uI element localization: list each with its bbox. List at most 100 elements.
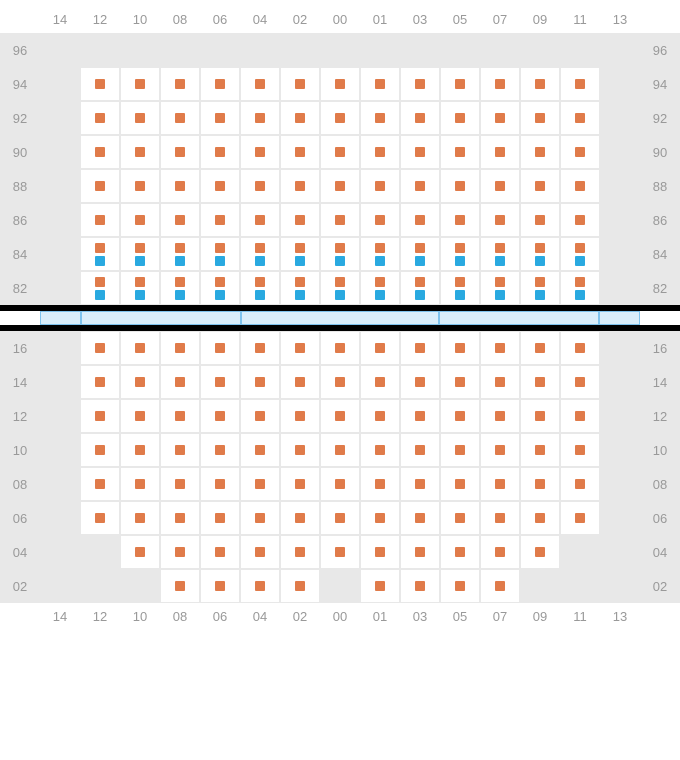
seat-cell <box>160 365 200 399</box>
seat-cell <box>120 535 160 569</box>
seat-cell <box>120 433 160 467</box>
seat-marker <box>335 377 345 387</box>
seat-cell <box>480 467 520 501</box>
seat-marker <box>455 343 465 353</box>
seat-marker <box>375 377 385 387</box>
seat-marker <box>295 215 305 225</box>
seat-cell <box>560 67 600 101</box>
seat-marker <box>255 290 265 300</box>
seat-marker <box>495 479 505 489</box>
seat-cell <box>80 433 120 467</box>
column-label: 12 <box>80 609 120 624</box>
seat-cell <box>200 33 240 67</box>
seat-cell <box>120 135 160 169</box>
seat-cell <box>40 365 80 399</box>
seat-cell <box>360 203 400 237</box>
seat-marker <box>575 147 585 157</box>
seat-marker <box>535 445 545 455</box>
seat-marker <box>255 215 265 225</box>
seat-cell <box>600 331 640 365</box>
seat-marker <box>95 513 105 523</box>
seat-cell <box>160 501 200 535</box>
seat-cell <box>520 237 560 271</box>
seat-cell <box>160 33 200 67</box>
seat-marker <box>215 113 225 123</box>
seat-cell <box>480 501 520 535</box>
seat-cell <box>480 237 520 271</box>
seat-cell <box>560 237 600 271</box>
seat-cell <box>400 33 440 67</box>
seat-marker <box>95 113 105 123</box>
seat-cell <box>40 169 80 203</box>
seat-marker <box>495 256 505 266</box>
column-label: 02 <box>280 609 320 624</box>
seat-cell <box>520 67 560 101</box>
seat-marker <box>575 343 585 353</box>
seat-cell <box>40 271 80 305</box>
seat-marker <box>295 79 305 89</box>
seat-cell <box>360 33 400 67</box>
seat-marker <box>175 243 185 253</box>
seat-cell <box>280 331 320 365</box>
seat-marker <box>495 343 505 353</box>
seat-cell <box>560 467 600 501</box>
seat-cell <box>80 271 120 305</box>
seat-cell <box>80 101 120 135</box>
seat-cell <box>560 365 600 399</box>
seat-marker <box>375 411 385 421</box>
column-label: 00 <box>320 12 360 27</box>
column-label: 11 <box>560 609 600 624</box>
row-cells <box>40 501 640 535</box>
seat-cell <box>560 433 600 467</box>
seat-marker <box>95 147 105 157</box>
seat-marker <box>175 547 185 557</box>
row-label-left: 90 <box>0 135 40 169</box>
seat-cell <box>280 501 320 535</box>
seat-cell <box>360 67 400 101</box>
seat-marker <box>295 113 305 123</box>
column-label: 06 <box>200 609 240 624</box>
seat-cell <box>520 467 560 501</box>
seat-cell <box>200 169 240 203</box>
row-cells <box>40 33 640 67</box>
seat-cell <box>400 569 440 603</box>
seat-marker <box>535 547 545 557</box>
seat-cell <box>320 365 360 399</box>
seat-cell <box>600 271 640 305</box>
column-label: 10 <box>120 609 160 624</box>
seat-marker <box>295 411 305 421</box>
seat-marker <box>535 181 545 191</box>
seat-cell <box>120 399 160 433</box>
seat-cell <box>600 203 640 237</box>
seat-cell <box>560 399 600 433</box>
row-label-left: 08 <box>0 467 40 501</box>
row-label-right: 96 <box>640 33 680 67</box>
seat-marker <box>375 215 385 225</box>
seat-cell <box>200 569 240 603</box>
row-label-left: 94 <box>0 67 40 101</box>
seat-marker <box>135 243 145 253</box>
seat-marker <box>335 256 345 266</box>
row-label-left: 86 <box>0 203 40 237</box>
row-cells <box>40 569 640 603</box>
seat-cell <box>440 569 480 603</box>
seat-marker <box>135 181 145 191</box>
seat-cell <box>440 33 480 67</box>
column-label: 05 <box>440 12 480 27</box>
seat-marker <box>295 513 305 523</box>
seat-cell <box>80 467 120 501</box>
column-label: 14 <box>40 609 80 624</box>
seat-cell <box>160 67 200 101</box>
seat-cell <box>560 271 600 305</box>
seat-cell <box>520 501 560 535</box>
seat-cell <box>360 237 400 271</box>
column-label: 02 <box>280 12 320 27</box>
seat-cell <box>360 169 400 203</box>
seat-marker <box>415 79 425 89</box>
seat-cell <box>240 569 280 603</box>
seat-marker <box>135 256 145 266</box>
seat-marker <box>455 479 465 489</box>
seat-cell <box>200 237 240 271</box>
seat-cell <box>520 535 560 569</box>
row-label-right: 02 <box>640 569 680 603</box>
